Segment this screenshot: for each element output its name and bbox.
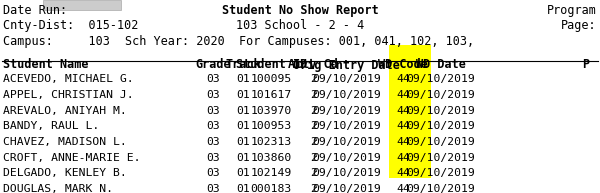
Text: ACEVEDO, MICHAEL G.: ACEVEDO, MICHAEL G. [3,74,134,84]
Text: Student ID: Student ID [236,58,307,71]
Text: 2: 2 [310,168,317,178]
Text: Orig Entry Date: Orig Entry Date [293,58,400,72]
Text: Student No Show Report: Student No Show Report [221,3,379,17]
Text: Date Run:: Date Run: [3,3,67,17]
Text: APPEL, CHRISTIAN J.: APPEL, CHRISTIAN J. [3,90,134,100]
Text: 09/10/2019: 09/10/2019 [313,74,381,84]
Text: 103970: 103970 [251,106,292,116]
Text: 09/10/2019: 09/10/2019 [407,121,475,131]
Text: Cnty-Dist:  015-102: Cnty-Dist: 015-102 [3,19,139,32]
Text: 2: 2 [310,106,317,116]
Text: 01: 01 [236,184,250,193]
Text: 03: 03 [206,121,220,131]
Bar [43,0,121,10]
Text: 03: 03 [206,137,220,147]
Text: 09/10/2019: 09/10/2019 [407,168,475,178]
Text: 44: 44 [397,168,410,178]
Text: 09/10/2019: 09/10/2019 [313,106,381,116]
Text: CROFT, ANNE-MARIE E.: CROFT, ANNE-MARIE E. [3,153,140,163]
Text: 03: 03 [206,153,220,163]
Text: 01: 01 [236,153,250,163]
Text: Grade: Grade [195,58,231,71]
Text: 01: 01 [236,168,250,178]
Text: 03: 03 [206,74,220,84]
Text: 09/10/2019: 09/10/2019 [407,74,475,84]
Text: 44: 44 [397,153,410,163]
Text: 44: 44 [397,106,410,116]
Text: 03: 03 [206,106,220,116]
Text: 2: 2 [310,153,317,163]
Text: 09/10/2019: 09/10/2019 [313,168,381,178]
Text: 102313: 102313 [251,137,292,147]
Text: CHAVEZ, MADISON L.: CHAVEZ, MADISON L. [3,137,127,147]
Text: WD Date: WD Date [416,58,466,71]
Text: BANDY, RAUL L.: BANDY, RAUL L. [3,121,99,131]
Text: 09/10/2019: 09/10/2019 [313,137,381,147]
Text: 09/10/2019: 09/10/2019 [407,153,475,163]
Text: 44: 44 [397,137,410,147]
Text: DOUGLAS, MARK N.: DOUGLAS, MARK N. [3,184,113,193]
Text: WD Code: WD Code [378,58,428,71]
Text: 2: 2 [310,74,317,84]
Text: 100095: 100095 [251,74,292,84]
Text: 09/10/2019: 09/10/2019 [407,106,475,116]
Text: AREVALO, ANIYAH M.: AREVALO, ANIYAH M. [3,106,127,116]
Text: 2: 2 [310,121,317,131]
Text: Program: Program [547,3,597,17]
Text: 03: 03 [206,184,220,193]
Text: 09/10/2019: 09/10/2019 [407,137,475,147]
Text: 101617: 101617 [251,90,292,100]
Text: 09/10/2019: 09/10/2019 [313,153,381,163]
Text: 2: 2 [310,184,317,193]
Text: 09/10/2019: 09/10/2019 [313,121,381,131]
Text: Sch Year: 2020  For Campuses: 001, 041, 102, 103,: Sch Year: 2020 For Campuses: 001, 041, 1… [125,35,475,48]
Text: 000183: 000183 [251,184,292,193]
Text: 103860: 103860 [251,153,292,163]
Text: 44: 44 [397,90,410,100]
Bar [389,45,431,193]
Text: 09/10/2019: 09/10/2019 [313,184,381,193]
Text: 09/10/2019: 09/10/2019 [407,90,475,100]
Text: 01: 01 [236,106,250,116]
Text: 03: 03 [206,168,220,178]
Text: 2: 2 [310,137,317,147]
Text: 2: 2 [310,90,317,100]
Text: Student Name: Student Name [3,58,89,71]
Text: 03: 03 [206,90,220,100]
Text: 01: 01 [236,90,250,100]
Text: 44: 44 [397,184,410,193]
Text: 44: 44 [397,74,410,84]
Text: Campus:     103: Campus: 103 [3,35,110,48]
Text: 01: 01 [236,121,250,131]
Text: 09/10/2019: 09/10/2019 [313,90,381,100]
Text: Actv Cd: Actv Cd [288,58,338,71]
Text: 103 School - 2 - 4: 103 School - 2 - 4 [236,19,364,32]
Text: 01: 01 [236,74,250,84]
Text: 01: 01 [236,137,250,147]
Text: 100953: 100953 [251,121,292,131]
Text: 09/10/2019: 09/10/2019 [407,184,475,193]
Text: 44: 44 [397,121,410,131]
Text: DELGADO, KENLEY B.: DELGADO, KENLEY B. [3,168,127,178]
Text: Track: Track [225,58,261,71]
Text: P: P [582,58,589,71]
Text: Page:: Page: [562,19,597,32]
Text: 102149: 102149 [251,168,292,178]
